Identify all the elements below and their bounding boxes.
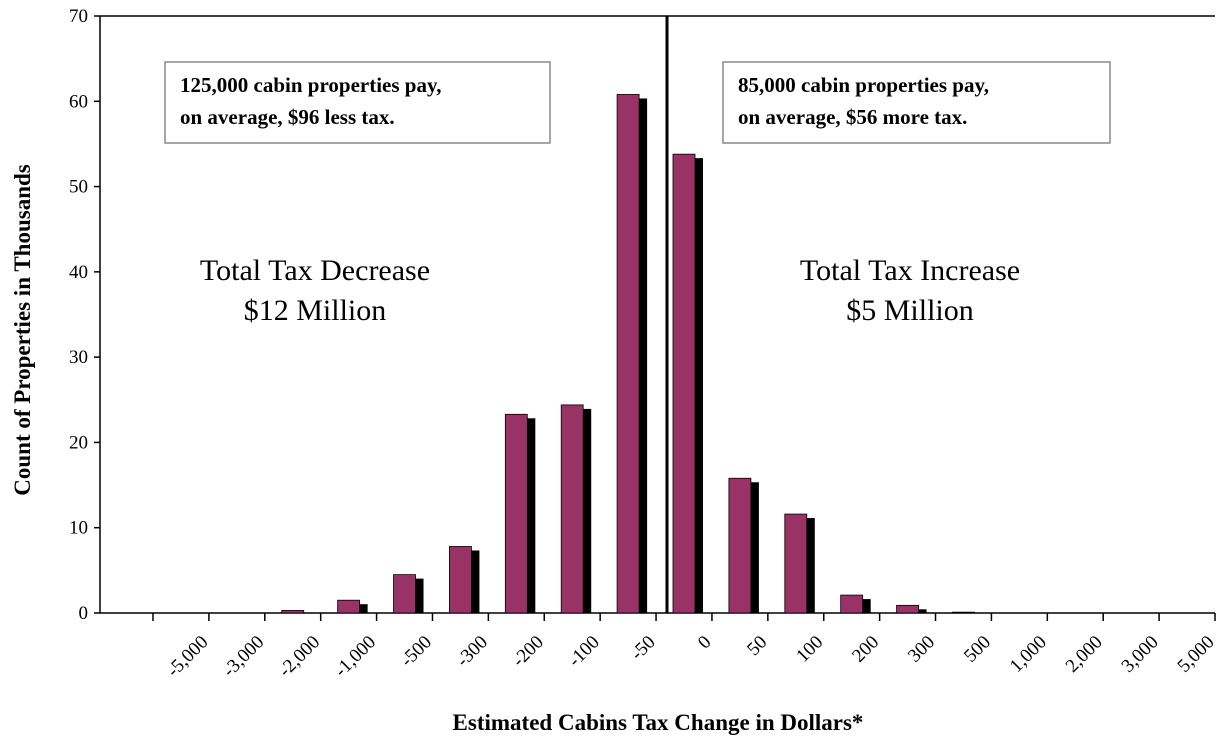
x-tick-label: 3,000 [1118,632,1163,677]
bar [672,153,696,614]
x-tick-label: -3,000 [219,632,269,682]
boxed-note: on average, $56 more tax. [738,105,967,129]
x-axis-label: Estimated Cabins Tax Change in Dollars* [453,710,864,735]
y-tick-label: 20 [69,432,88,453]
note: Total Tax Decrease [200,254,430,287]
bar [728,477,752,614]
bar [504,413,528,614]
note: $5 Million [846,294,974,327]
bar [337,599,361,614]
y-tick-label: 50 [69,177,88,198]
note: $12 Million [244,294,387,327]
boxed-note: 125,000 cabin properties pay, [180,73,442,97]
x-tick-label: -1,000 [331,632,381,682]
x-tick-label: 5,000 [1174,632,1219,677]
x-tick-label: -500 [397,632,436,671]
x-tick-label: -5,000 [163,632,213,682]
x-tick-label: 300 [904,632,939,667]
bar [449,546,472,614]
y-tick-label: 40 [69,262,88,283]
y-tick-label: 30 [69,347,88,368]
x-tick-label: -100 [564,632,603,671]
y-axis-label: Count of Properties in Thousands [10,164,35,495]
y-tick-label: 0 [79,603,89,624]
y-tick-label: 60 [69,91,88,112]
x-tick-label: 100 [792,632,827,667]
bar [616,94,640,614]
bar [560,404,584,614]
bar [784,513,808,614]
note: Total Tax Increase [800,254,1020,287]
y-tick-label: 10 [69,518,88,539]
y-tick-label: 70 [69,6,88,27]
boxed-note: on average, $96 less tax. [180,105,395,129]
x-tick-label: -2,000 [275,632,325,682]
x-tick-label: 0 [694,632,716,654]
x-tick-label: -200 [508,632,547,671]
bar [952,611,975,614]
bar [840,594,864,614]
boxed-note: 85,000 cabin properties pay, [738,73,989,97]
x-tick-label: 200 [848,632,883,667]
x-tick-label: 1,000 [1006,632,1051,677]
bar [393,574,416,614]
x-tick-label: 500 [960,632,995,667]
x-tick-label: 2,000 [1062,632,1107,677]
x-tick-label: -50 [627,632,660,665]
note-box [164,61,551,144]
note-box [722,61,1111,144]
x-tick-label: 50 [743,632,771,660]
bar [896,604,919,614]
x-tick-label: -300 [452,632,491,671]
bar [281,610,305,614]
